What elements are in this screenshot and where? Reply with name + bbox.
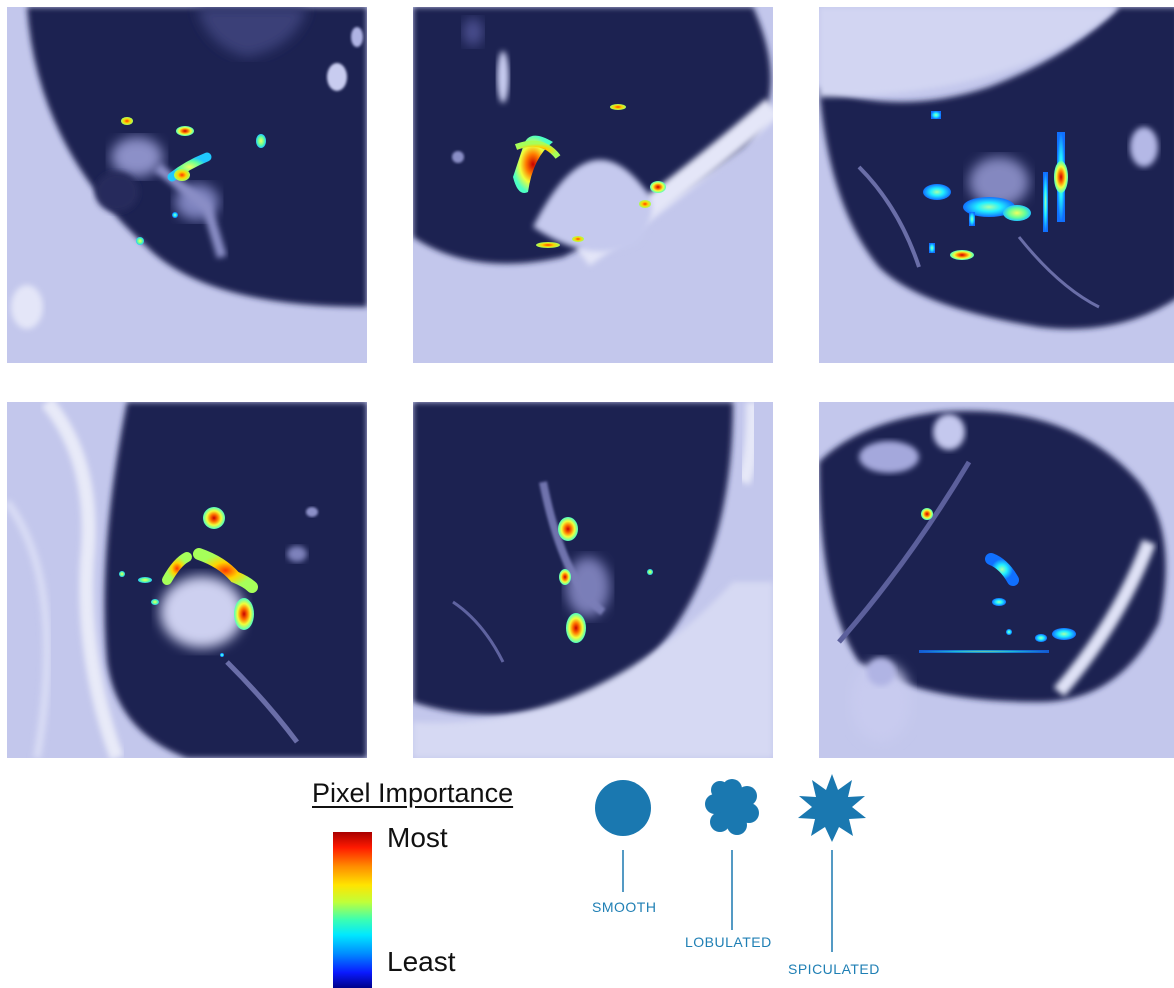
ct-slice-image: [7, 402, 367, 758]
nodule-shape-legend: [595, 774, 866, 952]
lobulated-icon: [705, 779, 759, 835]
lobulated-label: LOBULATED: [685, 934, 772, 950]
legend-title: Pixel Importance: [312, 778, 514, 808]
ct-panel-5: [413, 402, 773, 758]
ct-panel-1: [7, 7, 367, 363]
smooth-label: SMOOTH: [592, 899, 657, 915]
ct-slice-image: [819, 402, 1174, 758]
colorbar-most-label: Most: [387, 822, 448, 853]
spiculated-icon: [798, 774, 866, 842]
importance-colorbar: [333, 832, 372, 988]
ct-slice-image: [7, 7, 367, 363]
ct-panel-2: [413, 7, 773, 363]
ct-panel-3: [819, 7, 1174, 363]
ct-slice-image: [413, 7, 773, 363]
circle-icon: [595, 780, 651, 836]
ct-panel-4: [7, 402, 367, 758]
ct-panel-6: [819, 402, 1174, 758]
ct-slice-image: [819, 7, 1174, 363]
colorbar-least-label: Least: [387, 946, 456, 977]
ct-slice-image: [413, 402, 773, 758]
spiculated-label: SPICULATED: [788, 961, 880, 977]
